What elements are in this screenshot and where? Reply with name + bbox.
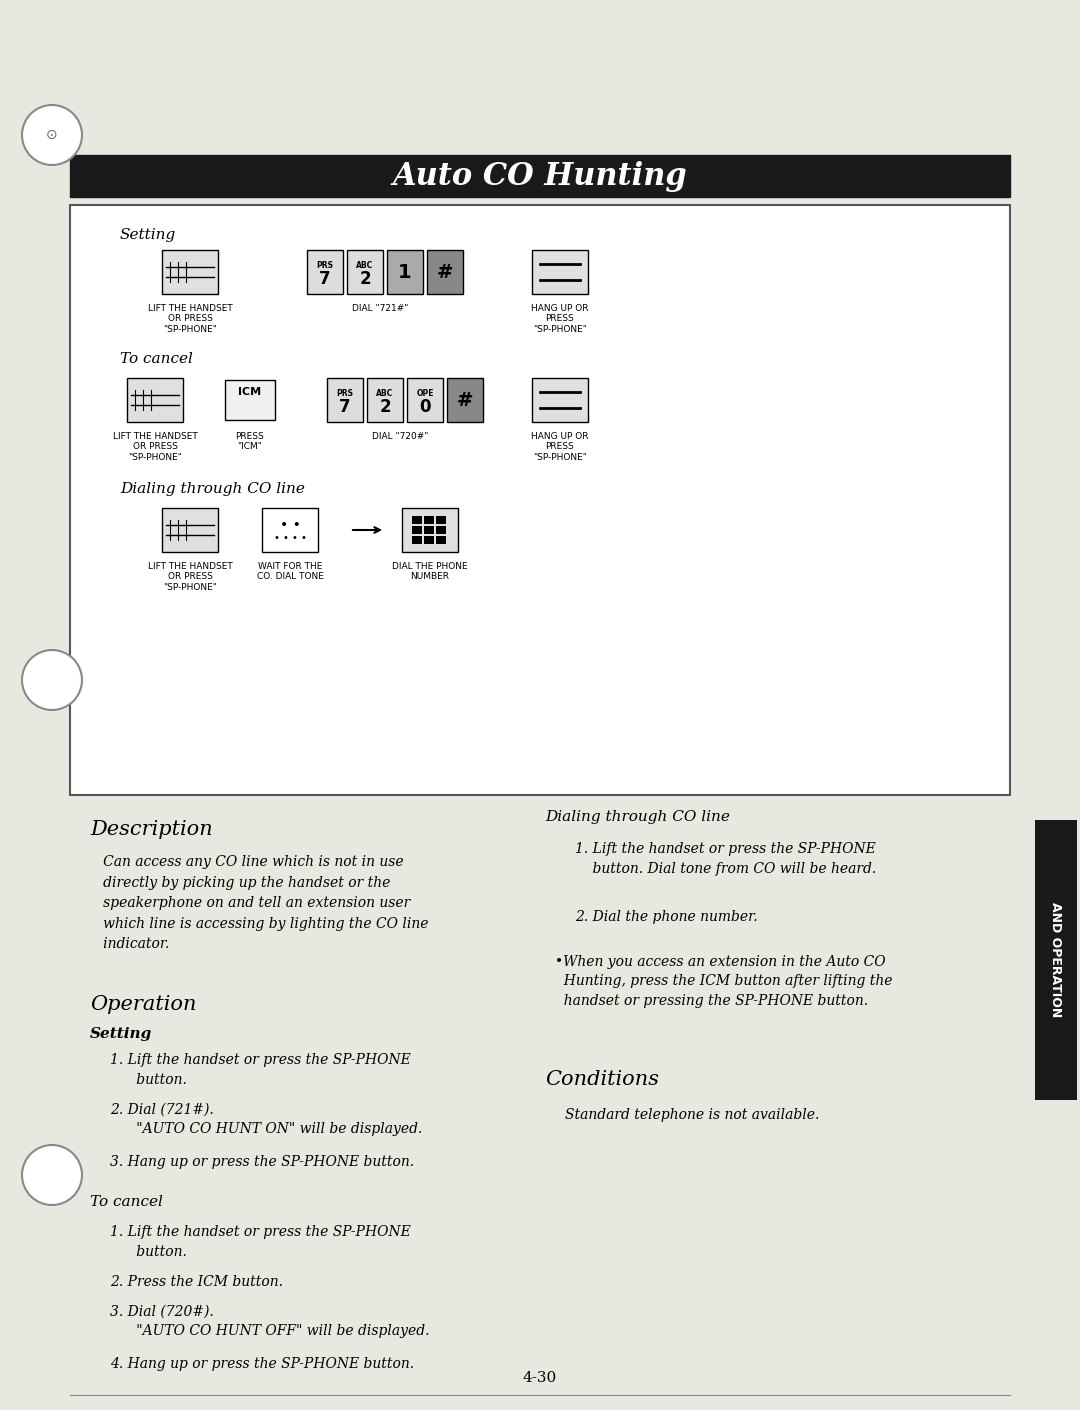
Text: 1: 1 (399, 262, 411, 282)
Bar (70, 155, 1010, 197)
Bar (1035, 821, 1077, 1100)
Text: 2. Dial (721#).
      "AUTO CO HUNT ON" will be displayed.: 2. Dial (721#). "AUTO CO HUNT ON" will b… (110, 1103, 422, 1136)
Bar (532, 250, 588, 295)
Text: 3. Hang up or press the SP-PHONE button.: 3. Hang up or press the SP-PHONE button. (110, 1155, 414, 1169)
FancyBboxPatch shape (70, 204, 1010, 795)
Text: WAIT FOR THE
CO. DIAL TONE: WAIT FOR THE CO. DIAL TONE (257, 563, 323, 581)
Bar (424, 536, 434, 544)
Bar (411, 536, 422, 544)
Text: 1. Lift the handset or press the SP-PHONE
    button. Dial tone from CO will be : 1. Lift the handset or press the SP-PHON… (575, 842, 876, 876)
Text: 4-30: 4-30 (523, 1371, 557, 1385)
Bar (402, 508, 458, 551)
Text: 0: 0 (419, 398, 431, 416)
Text: Setting: Setting (120, 228, 176, 243)
Text: Dialing through CO line: Dialing through CO line (545, 809, 730, 823)
Text: PRS: PRS (316, 261, 334, 271)
Text: •When you access an extension in the Auto CO
  Hunting, press the ICM button aft: •When you access an extension in the Aut… (555, 955, 892, 1008)
Text: • •: • • (280, 517, 300, 532)
Text: LIFT THE HANDSET
OR PRESS
"SP-PHONE": LIFT THE HANDSET OR PRESS "SP-PHONE" (148, 563, 232, 592)
Bar (411, 516, 422, 525)
Text: LIFT THE HANDSET
OR PRESS
"SP-PHONE": LIFT THE HANDSET OR PRESS "SP-PHONE" (148, 305, 232, 334)
Text: Standard telephone is not available.: Standard telephone is not available. (565, 1108, 820, 1122)
Text: 2. Dial the phone number.: 2. Dial the phone number. (575, 909, 758, 924)
Text: 2: 2 (360, 269, 370, 288)
Text: Dialing through CO line: Dialing through CO line (120, 482, 305, 496)
Text: Setting: Setting (90, 1026, 152, 1041)
Text: OPE: OPE (416, 389, 434, 399)
Text: 7: 7 (320, 269, 330, 288)
Bar (327, 378, 363, 422)
Bar (225, 381, 275, 420)
Bar (424, 526, 434, 534)
Text: PRESS
"ICM": PRESS "ICM" (235, 431, 265, 451)
Text: To cancel: To cancel (120, 352, 193, 367)
Bar (307, 250, 343, 295)
Bar (387, 250, 423, 295)
Text: AND OPERATION: AND OPERATION (1050, 902, 1063, 1018)
Text: ABC: ABC (356, 261, 374, 271)
Bar (436, 526, 446, 534)
Bar (411, 526, 422, 534)
Bar (427, 250, 463, 295)
Text: #: # (457, 391, 473, 409)
Text: 1. Lift the handset or press the SP-PHONE
      button.: 1. Lift the handset or press the SP-PHON… (110, 1053, 410, 1087)
Bar (424, 516, 434, 525)
Bar (162, 508, 218, 551)
Circle shape (22, 104, 82, 165)
Bar (447, 378, 483, 422)
Bar (532, 378, 588, 422)
Text: To cancel: To cancel (90, 1196, 163, 1208)
Text: HANG UP OR
PRESS
"SP-PHONE": HANG UP OR PRESS "SP-PHONE" (531, 431, 589, 462)
Bar (347, 250, 383, 295)
Text: 2. Press the ICM button.: 2. Press the ICM button. (110, 1275, 283, 1289)
Text: Operation: Operation (90, 995, 197, 1014)
Text: • • • •: • • • • (273, 533, 307, 543)
Bar (436, 536, 446, 544)
Text: 1. Lift the handset or press the SP-PHONE
      button.: 1. Lift the handset or press the SP-PHON… (110, 1225, 410, 1259)
Circle shape (22, 650, 82, 711)
Text: Auto CO Hunting: Auto CO Hunting (393, 161, 687, 192)
Text: #: # (436, 262, 454, 282)
Text: DIAL "720#": DIAL "720#" (372, 431, 428, 441)
Text: DIAL "721#": DIAL "721#" (352, 305, 408, 313)
Text: PRS: PRS (337, 389, 353, 399)
Text: DIAL THE PHONE
NUMBER: DIAL THE PHONE NUMBER (392, 563, 468, 581)
Text: HANG UP OR
PRESS
"SP-PHONE": HANG UP OR PRESS "SP-PHONE" (531, 305, 589, 334)
Text: ⊙: ⊙ (46, 128, 58, 142)
Text: LIFT THE HANDSET
OR PRESS
"SP-PHONE": LIFT THE HANDSET OR PRESS "SP-PHONE" (112, 431, 198, 462)
Bar (436, 516, 446, 525)
Circle shape (22, 1145, 82, 1206)
Bar (367, 378, 403, 422)
Bar (127, 378, 183, 422)
Bar (407, 378, 443, 422)
Text: 4. Hang up or press the SP-PHONE button.: 4. Hang up or press the SP-PHONE button. (110, 1356, 414, 1371)
Bar (162, 250, 218, 295)
Text: Conditions: Conditions (545, 1070, 659, 1089)
Text: 7: 7 (339, 398, 351, 416)
Bar (262, 508, 318, 551)
Text: ICM: ICM (239, 386, 261, 398)
Text: 3. Dial (720#).
      "AUTO CO HUNT OFF" will be displayed.: 3. Dial (720#). "AUTO CO HUNT OFF" will … (110, 1306, 430, 1338)
Text: 2: 2 (379, 398, 391, 416)
Text: Can access any CO line which is not in use
   directly by picking up the handset: Can access any CO line which is not in u… (90, 854, 429, 952)
Text: Description: Description (90, 821, 213, 839)
Text: ABC: ABC (376, 389, 393, 399)
